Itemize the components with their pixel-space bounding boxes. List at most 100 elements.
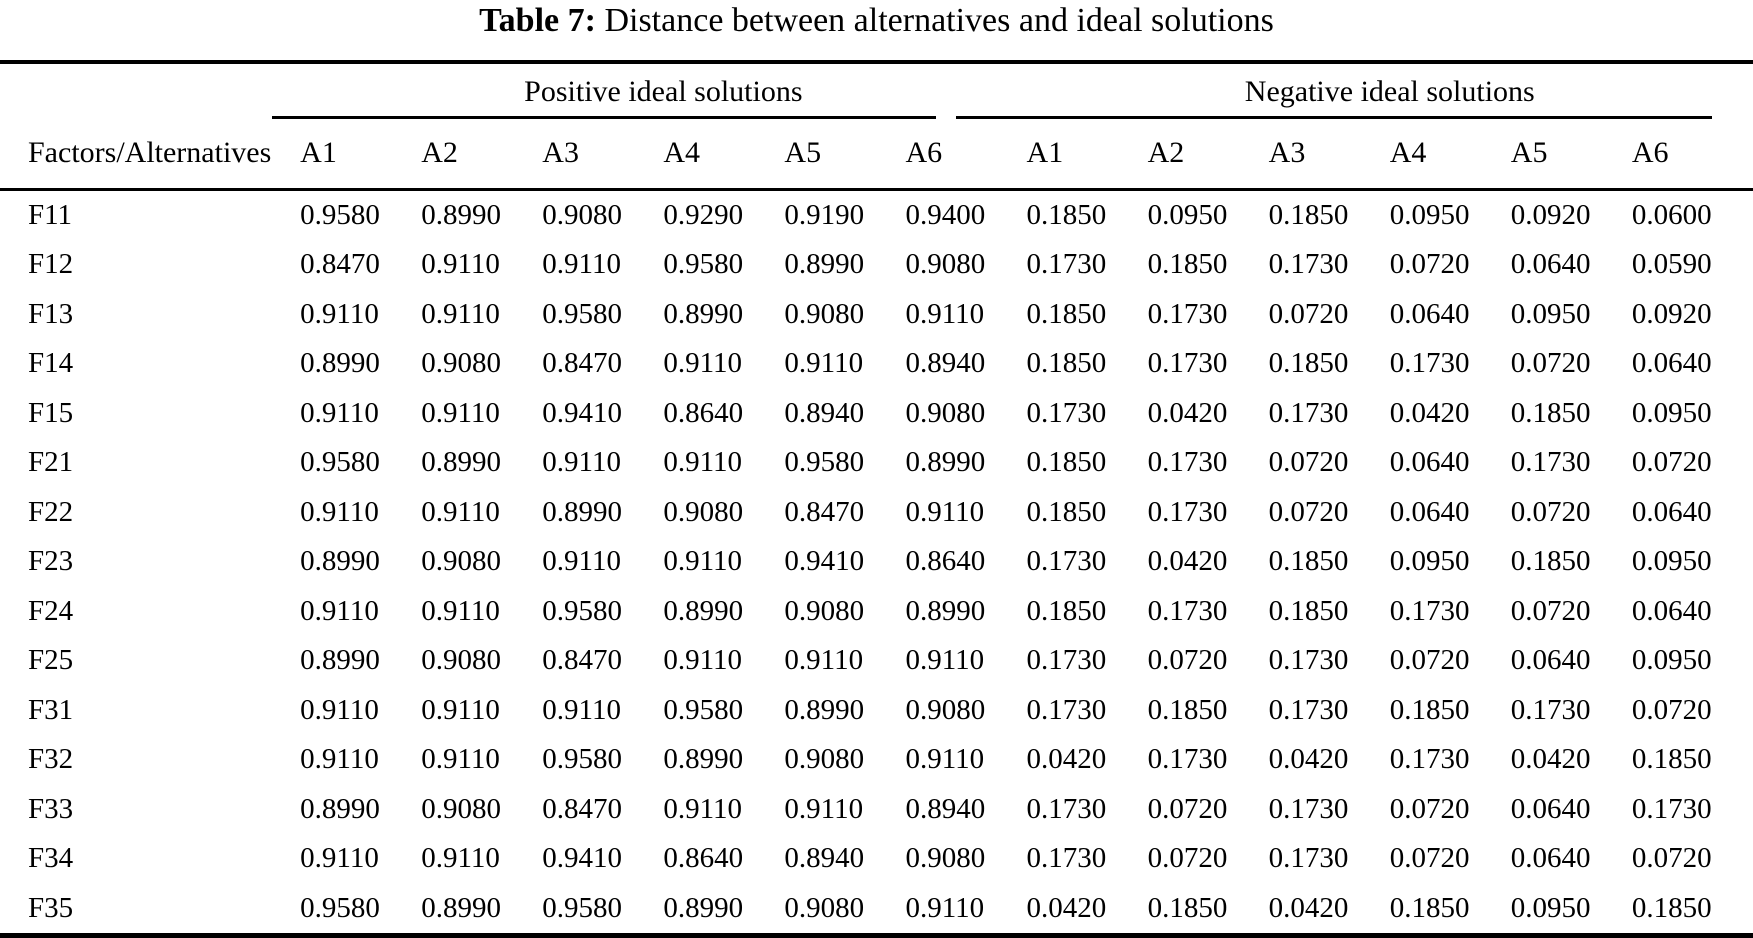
- col-header-pos-a1: A1: [300, 119, 422, 191]
- positive-value-cell: 0.8990: [905, 594, 986, 627]
- negative-value-cell: 0.1850: [1147, 248, 1228, 281]
- negative-value-cell: 0.0420: [1026, 743, 1107, 776]
- positive-value-cell: 0.8470: [784, 495, 865, 528]
- negative-value-cell: 0.1730: [1389, 594, 1470, 627]
- positive-value-cell: 0.9080: [905, 396, 986, 429]
- positive-value-cell: 0.8990: [300, 792, 380, 825]
- negative-value-cell: 0.0720: [1510, 347, 1591, 380]
- table-row: F13 0.9110 0.9110 0.9580 0.8990 0.9080 0.9110 0…: [0, 290, 1753, 340]
- factor-label-cell: F24: [28, 594, 74, 627]
- negative-value-cell: 0.1730: [1147, 446, 1228, 479]
- negative-value-cell: 0.1850: [1026, 297, 1107, 330]
- factor-label-cell: F35: [28, 891, 74, 924]
- positive-value-cell: 0.8990: [784, 248, 865, 281]
- positive-value-cell: 0.9580: [784, 446, 865, 479]
- negative-value-cell: 0.1730: [1147, 743, 1228, 776]
- table-caption-number: Table 7:: [479, 2, 596, 39]
- positive-value-cell: 0.9110: [421, 495, 500, 528]
- negative-value-cell: 0.1730: [1510, 446, 1591, 479]
- positive-value-cell: 0.9110: [663, 644, 743, 677]
- positive-value-cell: 0.9080: [421, 792, 501, 825]
- negative-value-cell: 0.1850: [1268, 198, 1349, 231]
- positive-value-cell: 0.9110: [542, 693, 621, 726]
- factor-label-cell: F15: [28, 396, 74, 429]
- negative-value-cell: 0.1850: [1510, 545, 1591, 578]
- positive-value-cell: 0.9110: [663, 446, 743, 479]
- positive-value-cell: 0.9080: [542, 198, 623, 231]
- negative-value-cell: 0.1850: [1026, 347, 1107, 380]
- table-caption-text: Distance between alternatives and ideal …: [595, 2, 1274, 39]
- negative-value-cell: 0.0720: [1389, 792, 1470, 825]
- negative-value-cell: 0.1730: [1026, 396, 1107, 429]
- negative-value-cell: 0.0720: [1268, 297, 1349, 330]
- negative-value-cell: 0.0720: [1389, 248, 1470, 281]
- positive-value-cell: 0.9110: [300, 842, 379, 875]
- positive-value-cell: 0.9110: [300, 495, 379, 528]
- negative-value-cell: 0.0720: [1389, 842, 1470, 875]
- positive-value-cell: 0.8990: [421, 891, 501, 924]
- positive-value-cell: 0.8990: [663, 297, 744, 330]
- negative-value-cell: 0.0720: [1268, 446, 1349, 479]
- positive-value-cell: 0.9080: [784, 891, 865, 924]
- positive-value-cell: 0.9410: [542, 842, 623, 875]
- negative-value-cell: 0.1730: [1026, 545, 1107, 578]
- positive-value-cell: 0.9080: [905, 248, 986, 281]
- negative-value-cell: 0.0720: [1631, 693, 1712, 726]
- negative-value-cell: 0.0640: [1631, 495, 1712, 528]
- negative-value-cell: 0.1730: [1026, 693, 1107, 726]
- positive-value-cell: 0.9080: [784, 297, 865, 330]
- positive-value-cell: 0.9080: [421, 347, 501, 380]
- positive-value-cell: 0.9080: [905, 842, 986, 875]
- negative-value-cell: 0.0640: [1510, 644, 1591, 677]
- negative-value-cell: 0.0950: [1510, 297, 1591, 330]
- negative-value-cell: 0.1730: [1026, 842, 1107, 875]
- positive-value-cell: 0.8940: [784, 842, 865, 875]
- factor-label-cell: F32: [28, 743, 74, 776]
- negative-value-cell: 0.0640: [1631, 347, 1712, 380]
- table-row: F35 0.9580 0.8990 0.9580 0.8990 0.9080 0.9110 0…: [0, 884, 1753, 936]
- table-row: F23 0.8990 0.9080 0.9110 0.9110 0.9410 0.8640 0…: [0, 537, 1753, 587]
- positive-value-cell: 0.8990: [542, 495, 623, 528]
- positive-value-cell: 0.9580: [542, 594, 623, 627]
- negative-value-cell: 0.0600: [1631, 198, 1712, 231]
- positive-value-cell: 0.9110: [905, 891, 985, 924]
- positive-value-cell: 0.9110: [663, 347, 743, 380]
- positive-value-cell: 0.9110: [784, 792, 864, 825]
- positive-value-cell: 0.8470: [542, 347, 623, 380]
- positive-value-cell: 0.8940: [905, 347, 986, 380]
- col-header-neg-a5: A5: [1510, 119, 1632, 191]
- negative-value-cell: 0.0640: [1510, 792, 1591, 825]
- positive-value-cell: 0.8640: [905, 545, 986, 578]
- positive-value-cell: 0.9580: [300, 198, 380, 231]
- positive-value-cell: 0.8990: [663, 891, 744, 924]
- table-row: F31 0.9110 0.9110 0.9110 0.9580 0.8990 0.9080 0…: [0, 686, 1753, 736]
- negative-value-cell: 0.0950: [1631, 396, 1712, 429]
- positive-value-cell: 0.9290: [663, 198, 744, 231]
- col-header-pos-a2: A2: [421, 119, 543, 191]
- negative-value-cell: 0.1850: [1026, 446, 1107, 479]
- negative-value-cell: 0.0420: [1147, 396, 1228, 429]
- positive-value-cell: 0.9110: [421, 396, 500, 429]
- negative-value-cell: 0.0950: [1389, 545, 1470, 578]
- group-header-row: Positive ideal solutions Negative ideal …: [0, 62, 1753, 119]
- negative-value-cell: 0.1730: [1026, 644, 1107, 677]
- negative-value-cell: 0.0640: [1389, 446, 1470, 479]
- negative-value-cell: 0.0640: [1510, 248, 1591, 281]
- factor-label-cell: F33: [28, 792, 74, 825]
- positive-value-cell: 0.9110: [905, 297, 985, 330]
- negative-value-cell: 0.1850: [1026, 198, 1107, 231]
- positive-value-cell: 0.9080: [784, 594, 865, 627]
- negative-value-cell: 0.1730: [1268, 842, 1349, 875]
- negative-value-cell: 0.1850: [1026, 594, 1107, 627]
- negative-value-cell: 0.0950: [1631, 545, 1712, 578]
- negative-value-cell: 0.1850: [1631, 891, 1712, 924]
- row-header-label: Factors/Alternatives: [0, 119, 301, 191]
- positive-value-cell: 0.9580: [542, 297, 623, 330]
- positive-value-cell: 0.9110: [300, 396, 379, 429]
- negative-value-cell: 0.1850: [1510, 396, 1591, 429]
- negative-value-cell: 0.0920: [1631, 297, 1712, 330]
- negative-value-cell: 0.1730: [1268, 396, 1349, 429]
- positive-value-cell: 0.9110: [542, 545, 621, 578]
- factor-label-cell: F12: [28, 248, 74, 281]
- negative-value-cell: 0.1850: [1268, 594, 1349, 627]
